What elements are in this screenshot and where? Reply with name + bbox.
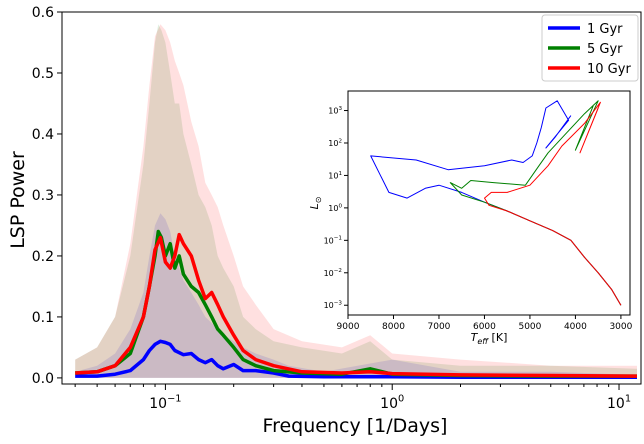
main-y-axis-label: LSP Power [7, 151, 29, 249]
series-band-3 [75, 24, 637, 378]
legend-label-2: 5 Gyr [587, 42, 623, 57]
inset-y-tick-label: 100 [328, 203, 342, 213]
series-line-3 [75, 232, 638, 378]
x-tick-label: 10−1 [149, 394, 181, 412]
inset-y-tick-label: 101 [328, 171, 342, 181]
y-tick-label: 0.6 [32, 5, 54, 21]
inset-y-tick-label: 10−2 [324, 268, 342, 278]
inset-x-tick-label: 4000 [564, 322, 587, 332]
main-axes: 0.0 0.1 0.2 0.3 0.4 0.5 0.6 10−1 100 101 [32, 5, 631, 412]
y-tick-label: 0.3 [32, 188, 54, 204]
inset-x-tick-label: 6000 [473, 322, 496, 332]
inset-y-tick-label: 102 [328, 138, 342, 148]
x-tick-label: 100 [380, 394, 404, 412]
main-plot-frame [61, 11, 642, 385]
series-line-1 [75, 339, 637, 380]
inset-x-tick-label: 8000 [382, 322, 405, 332]
uncertainty-bands [75, 24, 637, 378]
legend-label-3: 10 Gyr [587, 62, 631, 77]
inset-x-tick-label: 3000 [609, 322, 632, 332]
inset-series-lines [370, 100, 622, 306]
series-band-2 [75, 24, 637, 378]
y-tick-label: 0.5 [32, 66, 54, 82]
inset-x-tick-label: 9000 [337, 322, 360, 332]
inset-hr-diagram: 9000 8000 7000 6000 5000 4000 3000 10−3 10−2 10−1… [308, 90, 633, 346]
inset-x-axis-label: Teff [K] [471, 331, 508, 346]
y-tick-label: 0.1 [32, 310, 54, 326]
inset-x-tick-label: 7000 [428, 322, 451, 332]
inset-axes: 9000 8000 7000 6000 5000 4000 3000 10−3 10−2 10−1… [324, 106, 633, 332]
inset-track-3 [484, 101, 622, 306]
inset-plot-frame [347, 90, 631, 316]
x-tick-label: 101 [607, 394, 631, 412]
inset-background [348, 91, 630, 315]
inset-y-axis-label: L⊙ [308, 197, 323, 210]
inset-y-tick-label: 103 [328, 106, 342, 116]
inset-y-tick-label: 10−3 [324, 301, 343, 311]
y-tick-label: 0.4 [32, 127, 54, 143]
legend: 1 Gyr 5 Gyr 10 Gyr [541, 14, 639, 82]
main-series-lines [75, 229, 638, 380]
legend-label-1: 1 Gyr [587, 22, 623, 37]
y-tick-label: 0.2 [32, 249, 54, 265]
inset-y-tick-label: 10−1 [324, 236, 343, 246]
y-tick-label: 0.0 [32, 371, 54, 387]
legend-box [541, 14, 639, 82]
main-x-axis-label: Frequency [1/Days] [263, 415, 448, 437]
series-band-1 [75, 213, 637, 378]
inset-x-tick-label: 5000 [518, 322, 541, 332]
